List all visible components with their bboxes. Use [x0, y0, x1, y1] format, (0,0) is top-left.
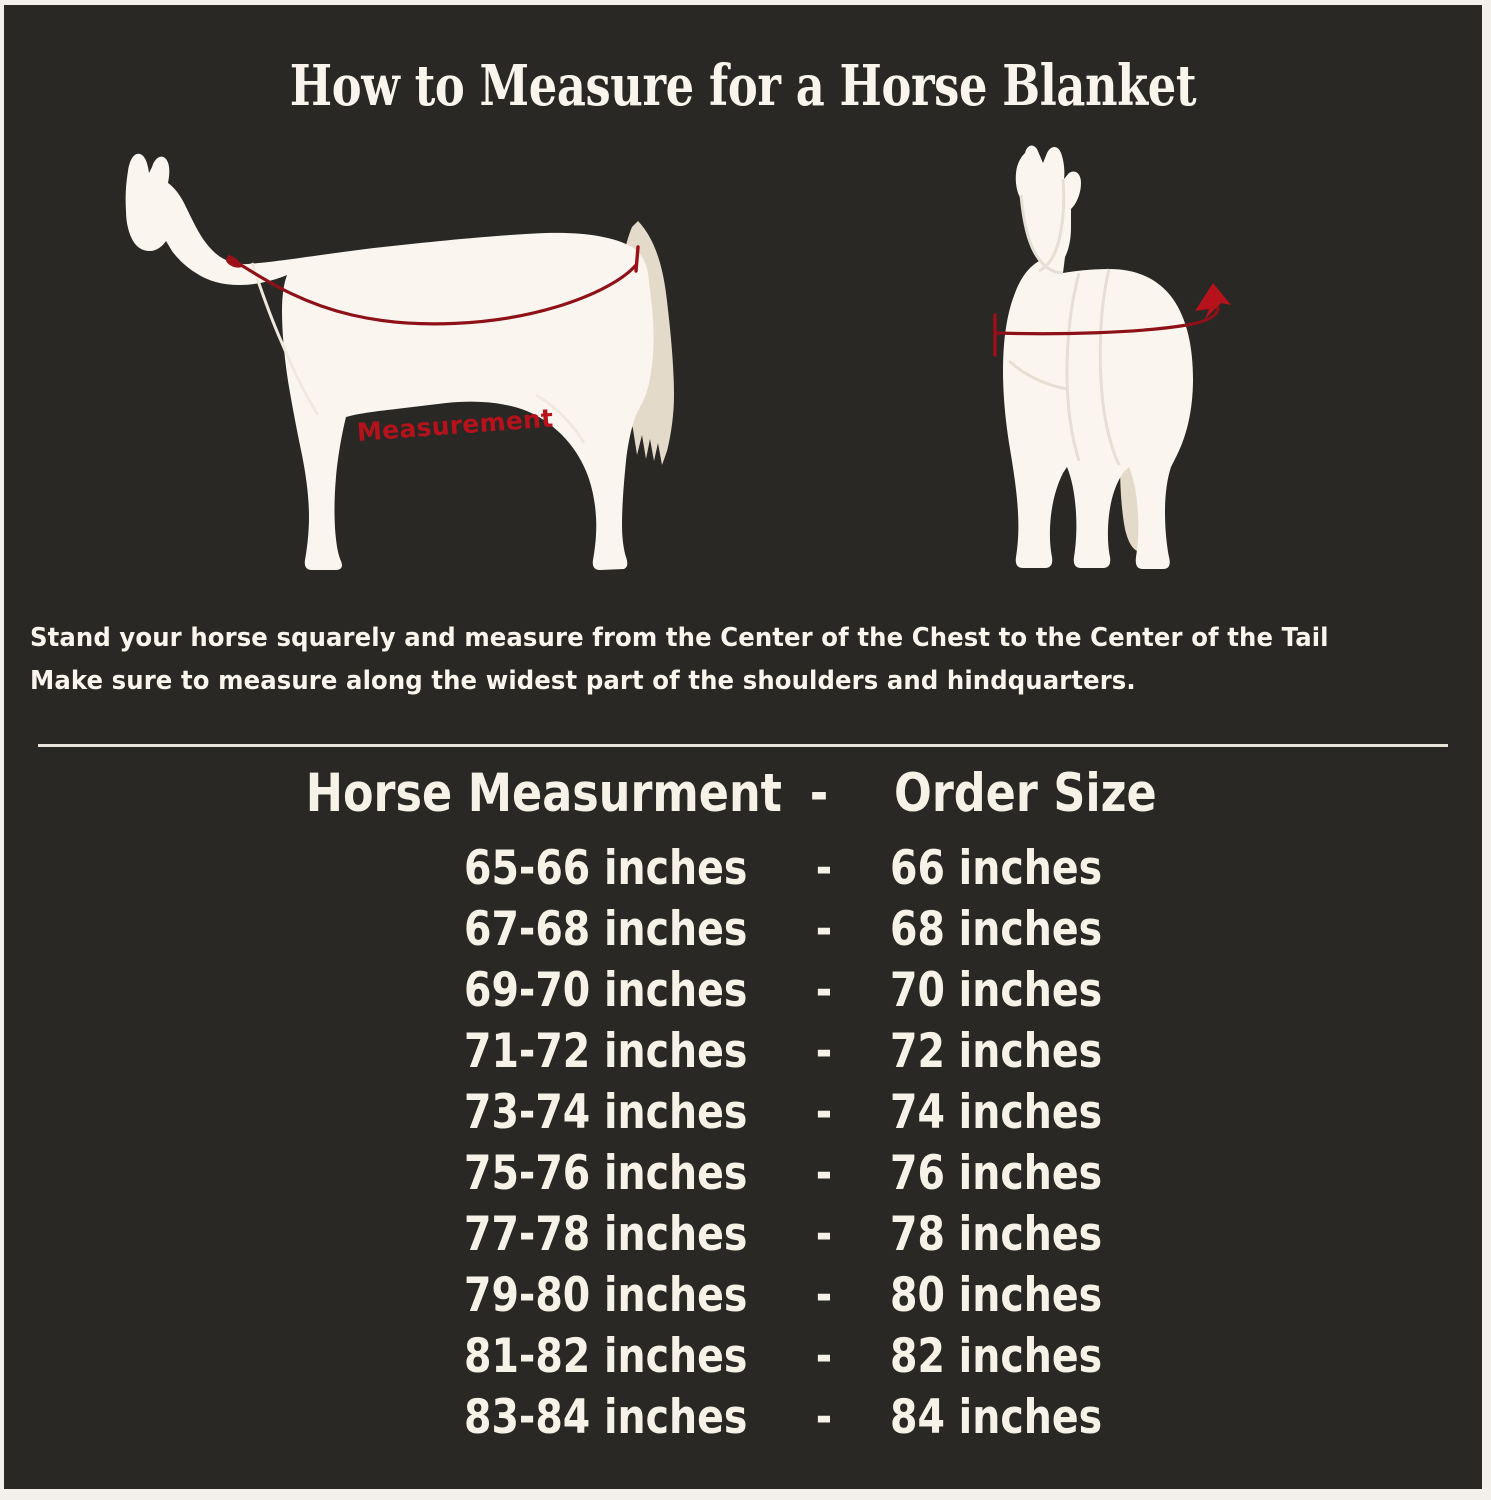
row-measurement: 81-82 inches	[463, 1329, 747, 1384]
measurement-tail-marker	[634, 245, 640, 273]
table-row: 67-68 inches - 68 inches	[4, 902, 1482, 963]
measurement-wrap-line	[993, 303, 1220, 336]
row-measurement: 77-78 inches	[463, 1207, 747, 1262]
row-order-size: 74 inches	[890, 1085, 1103, 1140]
row-order-size: 76 inches	[890, 1146, 1103, 1201]
table-row: 81-82 inches - 82 inches	[4, 1329, 1482, 1390]
row-separator: -	[815, 1024, 833, 1079]
table-row: 79-80 inches - 80 inches	[4, 1268, 1482, 1329]
row-separator: -	[815, 1390, 833, 1445]
measurement-arrowhead-icon	[1195, 283, 1231, 319]
row-measurement: 69-70 inches	[463, 963, 747, 1018]
table-row: 65-66 inches - 66 inches	[4, 841, 1482, 902]
section-divider	[38, 744, 1448, 747]
row-separator: -	[815, 1329, 833, 1384]
header-order-size: Order Size	[894, 763, 1157, 824]
row-measurement: 79-80 inches	[463, 1268, 747, 1323]
row-order-size: 84 inches	[890, 1390, 1103, 1445]
table-header-row: Horse Measurment - Order Size	[4, 763, 1482, 841]
header-horse-measurement: Horse Measurment	[305, 763, 782, 824]
row-measurement: 71-72 inches	[463, 1024, 747, 1079]
row-order-size: 70 inches	[890, 963, 1103, 1018]
horse-side-view-graphic	[125, 153, 674, 570]
row-measurement: 65-66 inches	[463, 841, 747, 896]
row-measurement: 73-74 inches	[463, 1085, 747, 1140]
illustration-area: Measurement	[4, 135, 1482, 605]
horse-chest-contour	[1008, 359, 1068, 391]
row-measurement: 83-84 inches	[463, 1390, 747, 1445]
row-measurement: 67-68 inches	[463, 902, 747, 957]
horse-body-shape	[125, 153, 654, 570]
size-chart-table: Horse Measurment - Order Size 65-66 inch…	[4, 763, 1482, 1451]
instructions-line-2: Make sure to measure along the widest pa…	[30, 666, 1136, 696]
row-order-size: 78 inches	[890, 1207, 1103, 1262]
row-order-size: 66 inches	[890, 841, 1103, 896]
horse-rear-view	[959, 143, 1279, 593]
horse-rear-body-shape	[1003, 145, 1193, 569]
table-row: 69-70 inches - 70 inches	[4, 963, 1482, 1024]
guide-panel: How to Measure for a Horse Blanket	[4, 5, 1482, 1489]
horse-muzzle-contour	[1038, 178, 1066, 273]
measurement-line	[232, 259, 638, 326]
row-separator: -	[815, 1207, 833, 1262]
row-order-size: 82 inches	[890, 1329, 1103, 1384]
row-separator: -	[815, 1268, 833, 1323]
horse-side-view: Measurement	[66, 143, 726, 593]
table-row: 75-76 inches - 76 inches	[4, 1146, 1482, 1207]
row-separator: -	[815, 963, 833, 1018]
horse-shoulder-line	[250, 262, 320, 416]
header-separator: -	[809, 763, 829, 824]
instructions-line-1: Stand your horse squarely and measure fr…	[30, 623, 1329, 653]
row-separator: -	[815, 841, 833, 896]
row-order-size: 72 inches	[890, 1024, 1103, 1079]
table-row: 83-84 inches - 84 inches	[4, 1390, 1482, 1451]
row-separator: -	[815, 1085, 833, 1140]
horse-face-contour	[1019, 194, 1064, 275]
row-separator: -	[815, 902, 833, 957]
horse-hindquarter-line	[535, 393, 586, 444]
instructions: Stand your horse squarely and measure fr…	[30, 617, 1460, 703]
row-order-size: 68 inches	[890, 902, 1103, 957]
table-row: 71-72 inches - 72 inches	[4, 1024, 1482, 1085]
measurement-chest-marker	[226, 255, 242, 268]
table-row: 77-78 inches - 78 inches	[4, 1207, 1482, 1268]
horse-rear-view-graphic	[993, 145, 1231, 569]
row-order-size: 80 inches	[890, 1268, 1103, 1323]
horse-barrel-contour	[1065, 272, 1081, 462]
row-measurement: 75-76 inches	[463, 1146, 747, 1201]
page-title: How to Measure for a Horse Blanket	[289, 53, 1197, 119]
row-separator: -	[815, 1146, 833, 1201]
table-row: 73-74 inches - 74 inches	[4, 1085, 1482, 1146]
horse-rump-contour	[1098, 268, 1121, 466]
